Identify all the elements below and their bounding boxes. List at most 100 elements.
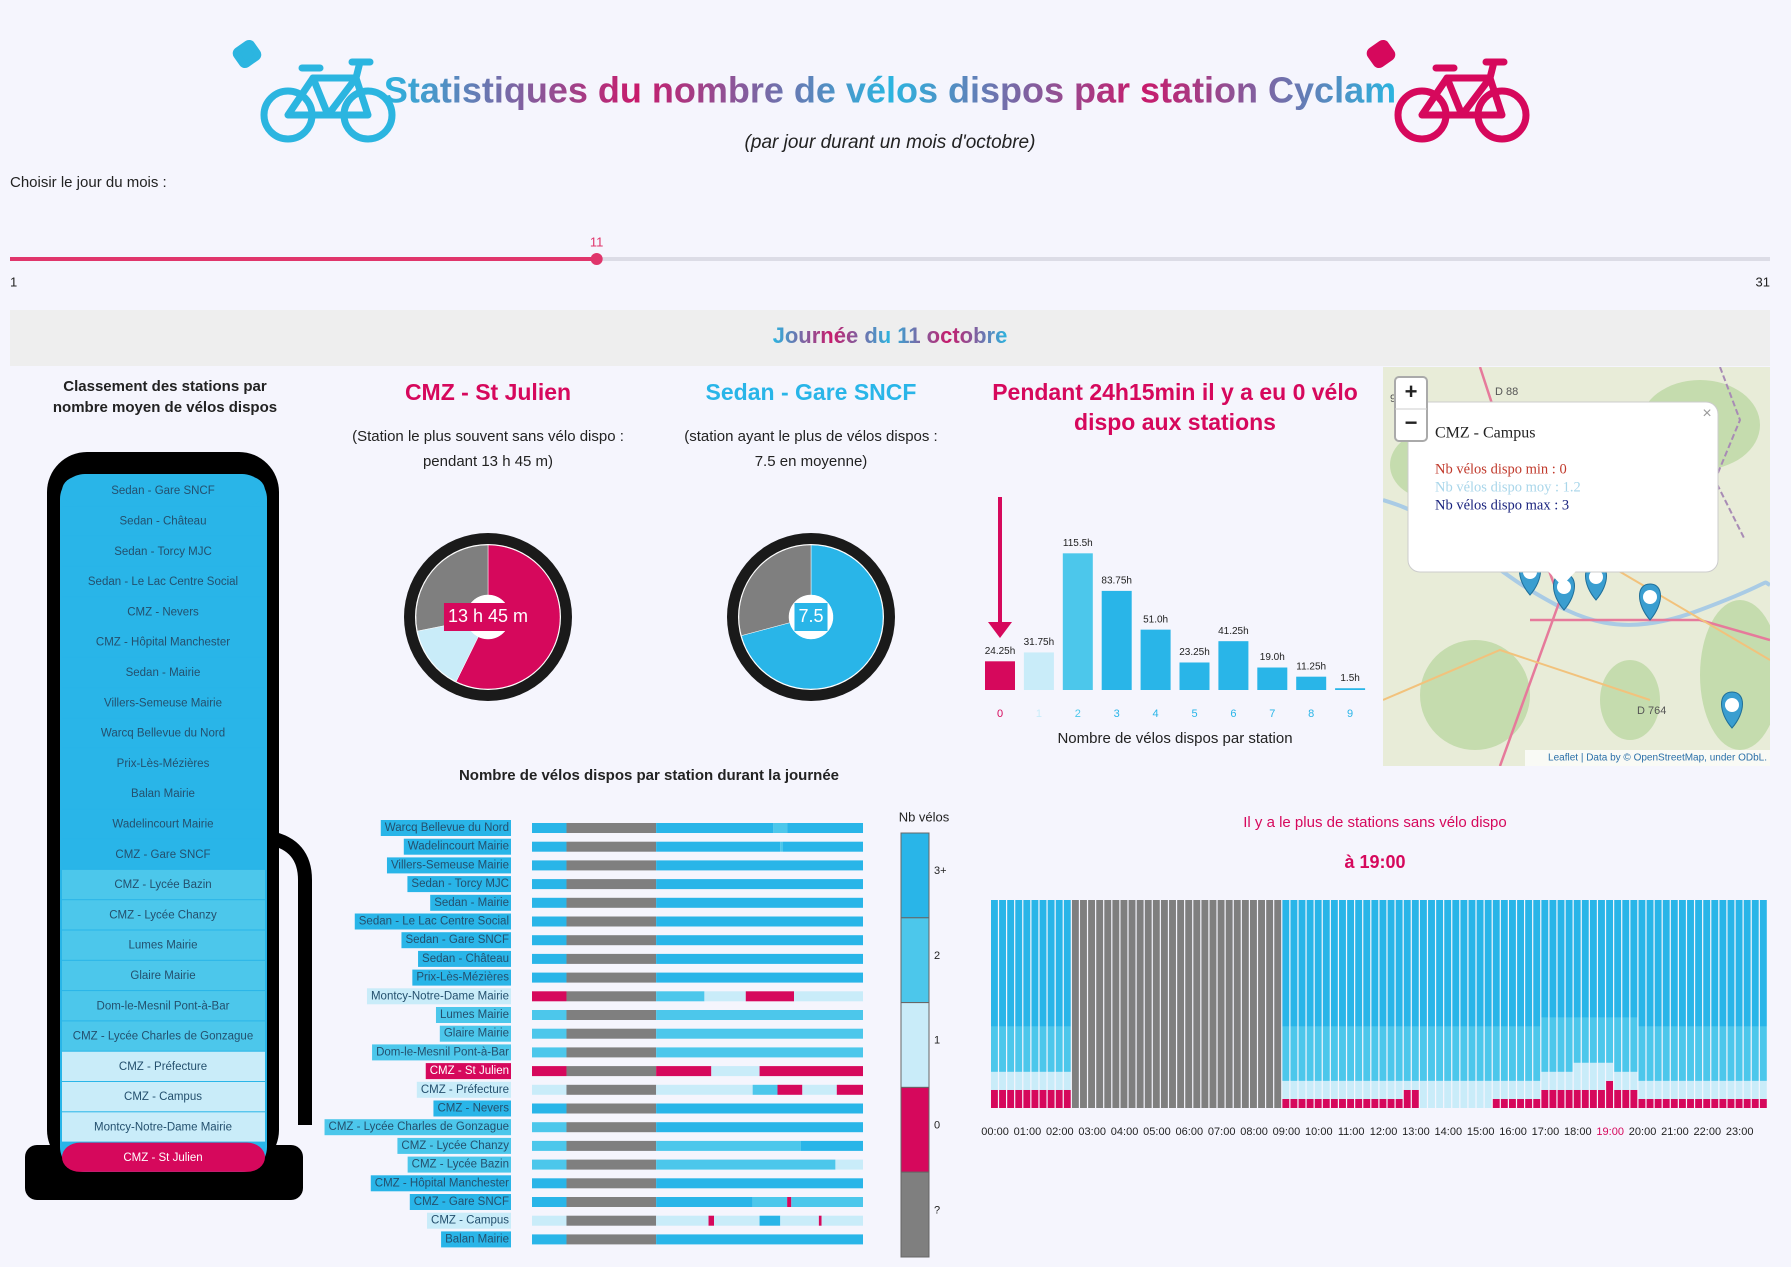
stacked-segment bbox=[1492, 1026, 1500, 1081]
stacked-segment bbox=[1622, 1017, 1630, 1072]
stacked-segment bbox=[1646, 900, 1654, 1027]
stacked-segment bbox=[1727, 1080, 1735, 1099]
stacked-segment bbox=[1241, 900, 1249, 1108]
map-road bbox=[1383, 559, 1770, 701]
stacked-segment bbox=[1007, 1026, 1015, 1072]
page-subtitle: (par jour durant un mois d'octobre) bbox=[745, 132, 1036, 153]
stacked-segment bbox=[1411, 1089, 1419, 1108]
bar-value-label: 83.75h bbox=[1101, 576, 1132, 587]
ranking-station: Sedan - Château bbox=[120, 515, 207, 527]
stacked-segment bbox=[1589, 900, 1597, 1018]
stacked-segment bbox=[1225, 900, 1233, 1108]
stacked-segment bbox=[1727, 900, 1735, 1027]
stacked-segment bbox=[1419, 1026, 1427, 1081]
stacked-segment bbox=[1395, 900, 1403, 1027]
stacked-segment bbox=[1452, 900, 1460, 1027]
timeline-segment bbox=[566, 1047, 657, 1058]
stacked-segment bbox=[1541, 1017, 1549, 1072]
x-tick-label: 17:00 bbox=[1532, 1126, 1560, 1138]
stacked-segment bbox=[1743, 1098, 1751, 1108]
legend-swatch bbox=[900, 832, 930, 919]
timeline-segment bbox=[783, 841, 863, 852]
stacked-segment bbox=[1517, 1098, 1524, 1108]
x-tick-label: 5 bbox=[1191, 708, 1197, 720]
stacked-segment bbox=[1306, 1098, 1314, 1108]
legend-label: 1 bbox=[934, 1035, 940, 1047]
stacked-segment bbox=[1322, 1080, 1330, 1099]
stacked-segment bbox=[1055, 1071, 1063, 1090]
ranking-title: Classement des stations par bbox=[63, 378, 267, 395]
row-label-bg bbox=[425, 1063, 511, 1080]
x-tick-label: 21:00 bbox=[1661, 1126, 1689, 1138]
ranking-station: CMZ - Campus bbox=[124, 1091, 202, 1103]
stacked-segment bbox=[1015, 900, 1023, 1027]
stacked-segment bbox=[1039, 1071, 1047, 1090]
x-tick-label: 23:00 bbox=[1726, 1126, 1754, 1138]
x-tick-label: 22:00 bbox=[1694, 1126, 1722, 1138]
zoom-in[interactable]: + bbox=[1405, 379, 1418, 404]
popup-close[interactable]: × bbox=[1702, 405, 1711, 422]
stacked-segment bbox=[1735, 1098, 1743, 1108]
stacked-segment bbox=[1606, 1062, 1614, 1081]
row-label-bg bbox=[370, 1175, 511, 1192]
stacked-segment bbox=[1687, 900, 1694, 1027]
stacked-segment bbox=[1007, 1089, 1015, 1108]
stacked-segment bbox=[1606, 1080, 1614, 1108]
stacked-segment bbox=[1330, 900, 1338, 1027]
stacked-segment bbox=[1598, 1062, 1605, 1090]
stacked-segment bbox=[1719, 900, 1727, 1027]
x-tick-label: 8 bbox=[1308, 708, 1314, 720]
stacked-segment bbox=[1622, 1089, 1630, 1108]
popup-tip bbox=[1548, 571, 1576, 586]
bar bbox=[1023, 652, 1054, 690]
stacked-segment bbox=[1695, 1026, 1703, 1081]
stacked-segment bbox=[1622, 900, 1630, 1018]
timeline-segment bbox=[532, 991, 567, 1002]
bike-icon bbox=[1366, 39, 1530, 143]
ranking-station: Sedan - Mairie bbox=[126, 667, 201, 679]
stacked-segment bbox=[1695, 1080, 1703, 1099]
ranking-row bbox=[62, 506, 265, 536]
timeline-segment bbox=[532, 841, 567, 852]
stacked-segment bbox=[1112, 900, 1120, 1108]
timeline-segment bbox=[836, 1084, 863, 1095]
ranking-station: CMZ - Lycée Charles de Gonzague bbox=[73, 1031, 253, 1043]
timeline-segment bbox=[791, 1197, 863, 1207]
stacked-segment bbox=[1039, 1026, 1047, 1072]
stacked-segment bbox=[1282, 1026, 1290, 1081]
x-tick-label: 11:00 bbox=[1338, 1126, 1365, 1138]
timeline-segment bbox=[566, 935, 657, 946]
stacked-segment bbox=[1678, 1080, 1686, 1099]
stacked-segment bbox=[1160, 900, 1168, 1108]
x-tick-label: 4 bbox=[1153, 708, 1159, 720]
bar-value-label: 51.0h bbox=[1143, 614, 1168, 625]
stacked-segment bbox=[1638, 900, 1646, 1027]
map-attribution: Leaflet | Data by © OpenStreetMap, under… bbox=[1548, 753, 1767, 764]
stacked-segment bbox=[1484, 1080, 1492, 1108]
timeline-segment bbox=[780, 841, 784, 852]
stacked-segment bbox=[1549, 1017, 1557, 1072]
timeline-segment bbox=[566, 841, 657, 852]
page-title: Statistiques du nombre de vélos dispos p… bbox=[384, 70, 1396, 111]
stacked-segment bbox=[1759, 1026, 1767, 1081]
ranking-row bbox=[62, 597, 265, 627]
stacked-segment bbox=[1743, 900, 1751, 1027]
zoom-out[interactable]: − bbox=[1405, 410, 1418, 435]
stacked-segment bbox=[1314, 1080, 1322, 1099]
stacked-segment bbox=[1314, 900, 1322, 1027]
timeline-segment bbox=[708, 1215, 715, 1226]
stacked-segment bbox=[1371, 1026, 1379, 1081]
timeline-segment bbox=[656, 916, 863, 927]
stacked-segment bbox=[1055, 1089, 1063, 1108]
row-label-bg bbox=[324, 1119, 511, 1136]
stacked-segment bbox=[1428, 900, 1435, 1027]
map-road-label: D 88 bbox=[1495, 386, 1518, 398]
timeline-segment bbox=[714, 1215, 760, 1226]
slider-handle[interactable] bbox=[590, 253, 603, 265]
stacked-segment bbox=[1654, 1026, 1662, 1081]
card-title: Sedan - Gare SNCF bbox=[706, 379, 917, 405]
stacked-segment bbox=[1509, 1080, 1516, 1099]
timeline-segment bbox=[532, 1103, 567, 1114]
stacked-segment bbox=[1298, 1026, 1306, 1081]
